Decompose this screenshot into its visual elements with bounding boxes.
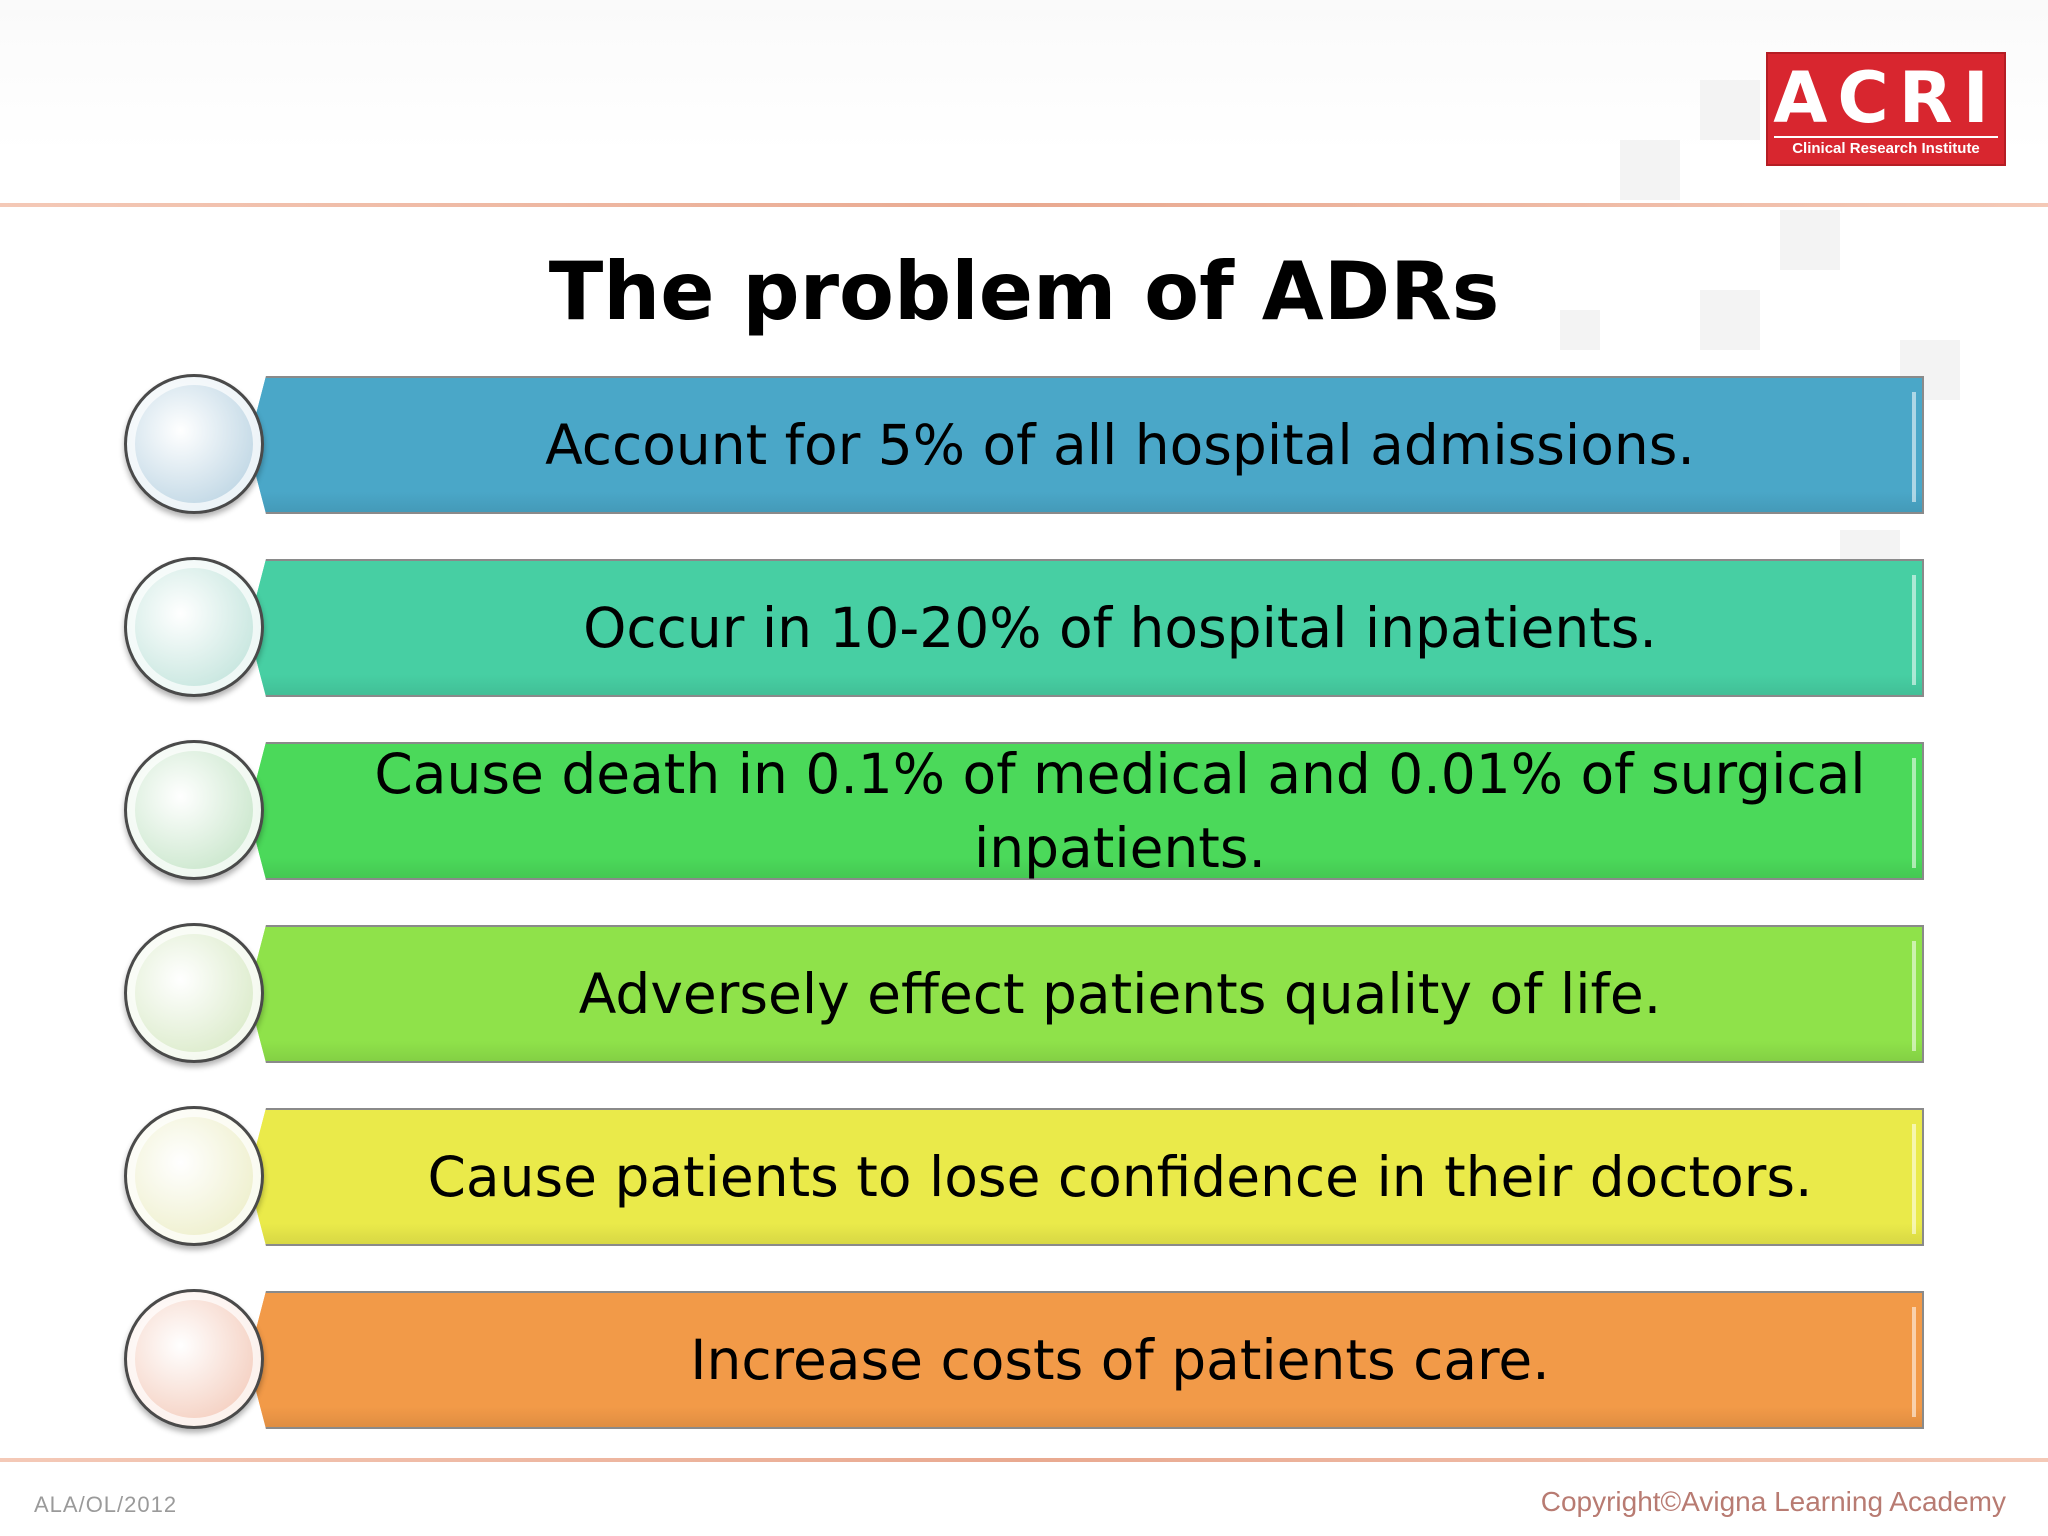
footer-divider xyxy=(0,1458,2048,1462)
slide-title: The problem of ADRs xyxy=(548,245,1500,338)
bar-highlight xyxy=(1912,1307,1916,1417)
list-item: Cause patients to lose confidence in the… xyxy=(120,1104,1928,1254)
bar-highlight xyxy=(1912,575,1916,685)
item-text: Occur in 10-20% of hospital inpatients. xyxy=(583,596,1657,660)
item-bar xyxy=(248,1108,1924,1246)
item-text: Cause patients to lose confidence in the… xyxy=(427,1145,1813,1209)
background-decoration xyxy=(1700,290,1760,350)
list-item: Cause death in 0.1% of medical and 0.01%… xyxy=(120,738,1928,888)
bar-highlight xyxy=(1912,941,1916,1051)
background-decoration xyxy=(1560,310,1600,350)
footer-code: ALA/OL/2012 xyxy=(34,1492,178,1517)
bar-highlight xyxy=(1912,392,1916,502)
item-text: Account for 5% of all hospital admission… xyxy=(545,413,1695,477)
logo-subtitle: Clinical Research Institute xyxy=(1774,136,1998,160)
list-item: Adversely effect patients quality of lif… xyxy=(120,921,1928,1071)
footer-copyright: Copyright©Avigna Learning Academy xyxy=(1540,1486,2006,1517)
bullet-circle-icon xyxy=(124,923,264,1063)
bar-highlight xyxy=(1912,758,1916,868)
bullet-circle-icon xyxy=(124,740,264,880)
background-decoration xyxy=(1620,140,1680,200)
acri-logo: ACRI Clinical Research Institute xyxy=(1766,52,2006,166)
item-bar xyxy=(248,925,1924,1063)
bullet-circle-icon xyxy=(124,1289,264,1429)
background-decoration xyxy=(1700,80,1760,140)
bullet-circle-icon xyxy=(124,557,264,697)
bullet-circle-icon xyxy=(124,1106,264,1246)
item-bar xyxy=(248,376,1924,514)
list-item: Increase costs of patients care. xyxy=(120,1287,1928,1437)
bar-highlight xyxy=(1912,1124,1916,1234)
logo-wordmark: ACRI xyxy=(1773,57,1999,139)
header-divider xyxy=(0,203,2048,207)
item-text: Adversely effect patients quality of lif… xyxy=(578,962,1662,1026)
bullet-circle-icon xyxy=(124,374,264,514)
item-bar xyxy=(248,1291,1924,1429)
list-item: Occur in 10-20% of hospital inpatients. xyxy=(120,555,1928,705)
item-bar xyxy=(248,559,1924,697)
background-decoration xyxy=(1780,210,1840,270)
list-item: Account for 5% of all hospital admission… xyxy=(120,372,1928,522)
item-text: Increase costs of patients care. xyxy=(690,1328,1550,1392)
item-text: Cause death in 0.1% of medical and 0.01%… xyxy=(374,742,1866,880)
item-bar xyxy=(248,742,1924,880)
